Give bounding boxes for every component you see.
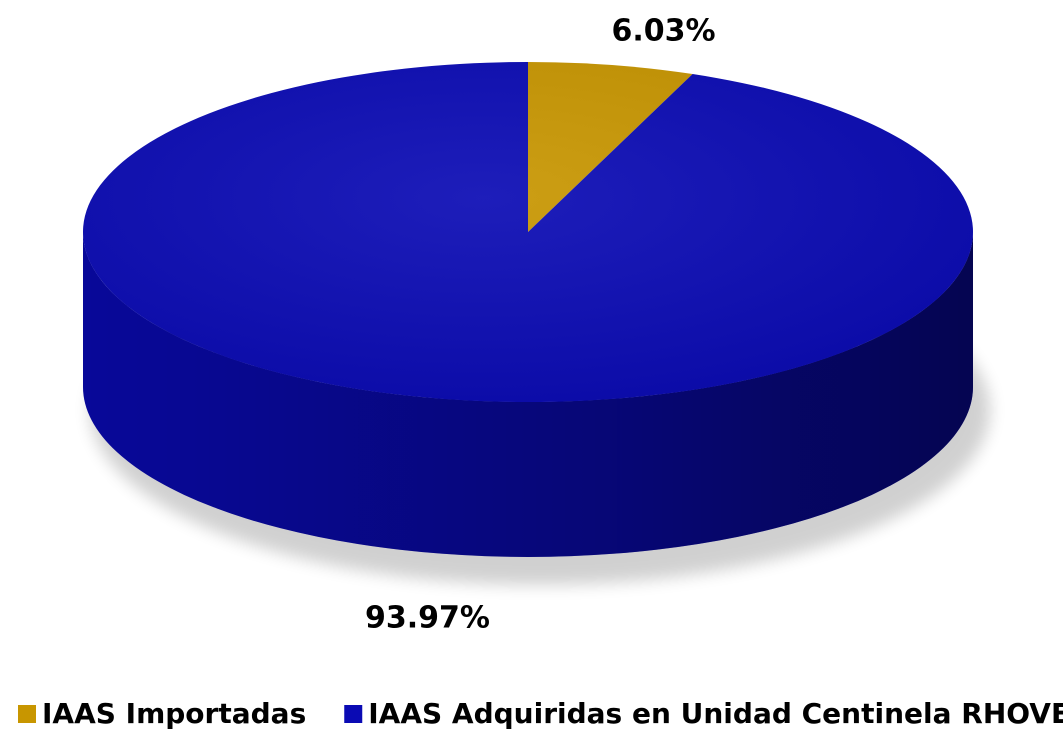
pie-side-shade [83, 232, 973, 557]
legend-label: IAAS Adquiridas en Unidad Centinela RHOV… [368, 697, 1063, 730]
legend-swatch [344, 705, 363, 723]
legend-swatch [18, 705, 36, 723]
data-label: 6.03% [612, 13, 716, 48]
legend-label: IAAS Importadas [42, 697, 306, 730]
data-label: 93.97% [365, 601, 490, 636]
pie-top-shade [83, 62, 973, 402]
